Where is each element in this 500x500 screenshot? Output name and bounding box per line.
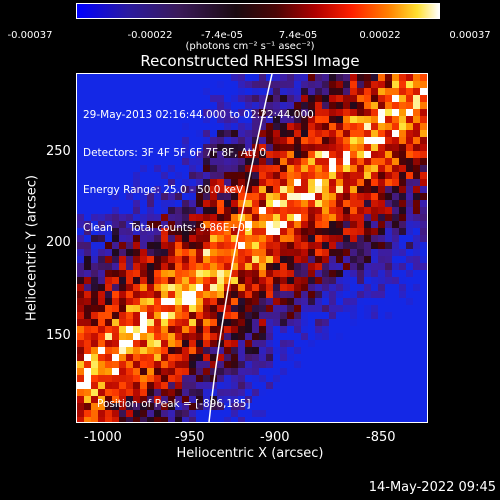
colorbar-tick-2: -0.00022 bbox=[127, 30, 173, 41]
x-tick-950: -950 bbox=[175, 430, 205, 445]
colorbar-unit: (photons cm⁻² s⁻¹ asec⁻²) bbox=[185, 41, 315, 52]
colorbar-tick-6: 0.00037 bbox=[449, 30, 491, 41]
heatmap-image bbox=[77, 74, 427, 422]
colorbar bbox=[76, 3, 440, 19]
info-time-range: 29-May-2013 02:16:44.000 to 02:22:44.000 bbox=[83, 109, 314, 121]
image-plot: 29-May-2013 02:16:44.000 to 02:22:44.000… bbox=[76, 73, 428, 423]
info-block: 29-May-2013 02:16:44.000 to 02:22:44.000… bbox=[83, 84, 314, 259]
colorbar-tick-3: -7.4e-05 bbox=[201, 30, 243, 41]
y-axis-label: Heliocentric Y (arcsec) bbox=[24, 175, 40, 321]
x-axis-label: Heliocentric X (arcsec) bbox=[176, 446, 324, 461]
info-clean-counts: Clean Total counts: 9.86E+03 bbox=[83, 221, 252, 234]
colorbar-tick-1: -0.00037 bbox=[7, 30, 53, 41]
y-tick-150: 150 bbox=[46, 328, 71, 343]
info-detectors: Detectors: 3F 4F 5F 6F 7F 8F, Att 0 bbox=[83, 146, 267, 159]
y-tick-250: 250 bbox=[46, 144, 71, 159]
colorbar-tick-4: 7.4e-05 bbox=[278, 30, 318, 41]
y-tick-200: 200 bbox=[46, 235, 71, 250]
x-tick-850: -850 bbox=[366, 430, 396, 445]
peak-position-label: Position of Peak = [-896,185] bbox=[97, 398, 251, 410]
colorbar-tick-5: 0.00022 bbox=[359, 30, 401, 41]
x-tick-900: -900 bbox=[260, 430, 290, 445]
image-title: Reconstructed RHESSI Image bbox=[140, 52, 360, 70]
info-energy-range: Energy Range: 25.0 - 50.0 keV bbox=[83, 184, 244, 196]
x-tick-1000: -1000 bbox=[84, 430, 122, 445]
timestamp: 14-May-2022 09:45 bbox=[368, 480, 496, 495]
